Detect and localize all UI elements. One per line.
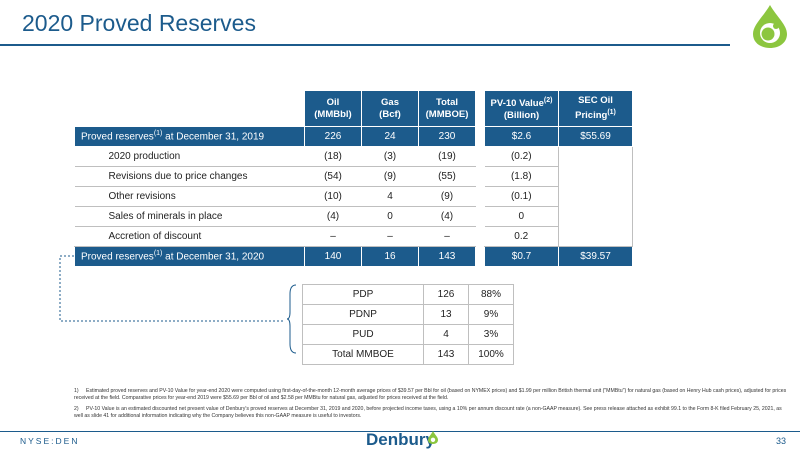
- cell-sec: $55.69: [558, 126, 633, 147]
- row-label: Sales of minerals in place: [74, 206, 305, 227]
- cell-oil: –: [304, 226, 362, 247]
- cell-pv10: $2.6: [484, 126, 559, 147]
- cell-gas: 16: [361, 246, 419, 267]
- cell-total: 143: [418, 246, 476, 267]
- cell-oil: 140: [304, 246, 362, 267]
- cell-sec: $39.57: [558, 246, 633, 267]
- cell-sec-empty: [558, 226, 633, 247]
- category-percent: 88%: [468, 284, 514, 305]
- category-value: 13: [423, 304, 469, 325]
- table-row: Proved reserves(1) at December 31, 2019 …: [74, 126, 633, 147]
- category-label: PDNP: [302, 304, 424, 325]
- header-spacer: [74, 90, 305, 127]
- reserves-breakdown-table: PDP 126 88% PDNP 13 9% PUD 4 3% Total MM…: [302, 284, 514, 365]
- table-row: Proved reserves(1) at December 31, 2020 …: [74, 246, 633, 267]
- cell-gas: (3): [361, 146, 419, 167]
- cell-total: (55): [418, 166, 476, 187]
- cell-gas: 4: [361, 186, 419, 207]
- header-gap: [475, 90, 485, 127]
- cell-sec-empty: [558, 166, 633, 187]
- reserves-table: Oil (MMBbl) Gas (Bcf) Total (MMBOE) PV-10 V…: [74, 90, 633, 267]
- page-number: 33: [775, 436, 786, 446]
- category-value: 143: [423, 344, 469, 365]
- table-row: PUD 4 3%: [302, 324, 514, 345]
- cell-oil: (18): [304, 146, 362, 167]
- cell-sec-empty: [558, 186, 633, 207]
- cell-pv10: 0.2: [484, 226, 559, 247]
- table-row: Sales of minerals in place (4) 0 (4) 0: [74, 206, 633, 227]
- footnote: 2) PV-10 Value is an estimated discounted…: [74, 406, 782, 419]
- cell-total: (9): [418, 186, 476, 207]
- table-row: Total MMBOE 143 100%: [302, 344, 514, 365]
- table-row: PDP 126 88%: [302, 284, 514, 305]
- table-header-row: Oil (MMBbl) Gas (Bcf) Total (MMBOE) PV-10 V…: [74, 90, 633, 127]
- cell-total: (4): [418, 206, 476, 227]
- footnotes: 1) Estimated proved reserves and PV-10 Va…: [74, 388, 789, 424]
- header-gas: Gas (Bcf): [361, 90, 419, 127]
- header-sec-pricing: SEC Oil Pricing(1): [558, 90, 633, 127]
- cell-gas: 24: [361, 126, 419, 147]
- cell-pv10: 0: [484, 206, 559, 227]
- category-value: 126: [423, 284, 469, 305]
- page-title: 2020 Proved Reserves: [22, 10, 256, 36]
- cell-oil: 226: [304, 126, 362, 147]
- table-row: Revisions due to price changes (54) (9) …: [74, 166, 633, 187]
- row-label: Other revisions: [74, 186, 305, 207]
- cell-total: (19): [418, 146, 476, 167]
- cell-gas: (9): [361, 166, 419, 187]
- cell-total: –: [418, 226, 476, 247]
- cell-sec-empty: [558, 146, 633, 167]
- category-percent: 9%: [468, 304, 514, 325]
- category-percent: 3%: [468, 324, 514, 345]
- table-row: Other revisions (10) 4 (9) (0.1): [74, 186, 633, 207]
- table-row: 2020 production (18) (3) (19) (0.2): [74, 146, 633, 167]
- row-label: 2020 production: [74, 146, 305, 167]
- category-percent: 100%: [468, 344, 514, 365]
- cell-oil: (4): [304, 206, 362, 227]
- row-label: Proved reserves(1) at December 31, 2020: [74, 246, 305, 267]
- ticker-symbol: NYSE:DEN: [20, 436, 80, 446]
- table-row: PDNP 13 9%: [302, 304, 514, 325]
- category-value: 4: [423, 324, 469, 345]
- cell-pv10: (0.2): [484, 146, 559, 167]
- bracket-icon: [287, 284, 297, 354]
- cell-oil: (10): [304, 186, 362, 207]
- category-label: Total MMBOE: [302, 344, 424, 365]
- table-row: Accretion of discount – – – 0.2: [74, 226, 633, 247]
- footnote: 1) Estimated proved reserves and PV-10 Va…: [74, 388, 787, 401]
- cell-pv10: $0.7: [484, 246, 559, 267]
- cell-sec-empty: [558, 206, 633, 227]
- denbury-drop-logo-icon: [753, 5, 787, 48]
- cell-pv10: (0.1): [484, 186, 559, 207]
- category-label: PDP: [302, 284, 424, 305]
- brand-drop-icon: [428, 431, 438, 444]
- cell-oil: (54): [304, 166, 362, 187]
- row-label: Accretion of discount: [74, 226, 305, 247]
- title-divider: [0, 44, 730, 46]
- row-label: Revisions due to price changes: [74, 166, 305, 187]
- cell-total: 230: [418, 126, 476, 147]
- cell-gas: –: [361, 226, 419, 247]
- cell-gas: 0: [361, 206, 419, 227]
- category-label: PUD: [302, 324, 424, 345]
- header-oil: Oil (MMBbl): [304, 90, 362, 127]
- row-label: Proved reserves(1) at December 31, 2019: [74, 126, 305, 147]
- brand-logo: Denbury: [366, 430, 435, 449]
- header-pv10: PV-10 Value(2) (Billion): [484, 90, 559, 127]
- footer-divider: [0, 431, 800, 432]
- header-total: Total (MMBOE): [418, 90, 476, 127]
- cell-pv10: (1.8): [484, 166, 559, 187]
